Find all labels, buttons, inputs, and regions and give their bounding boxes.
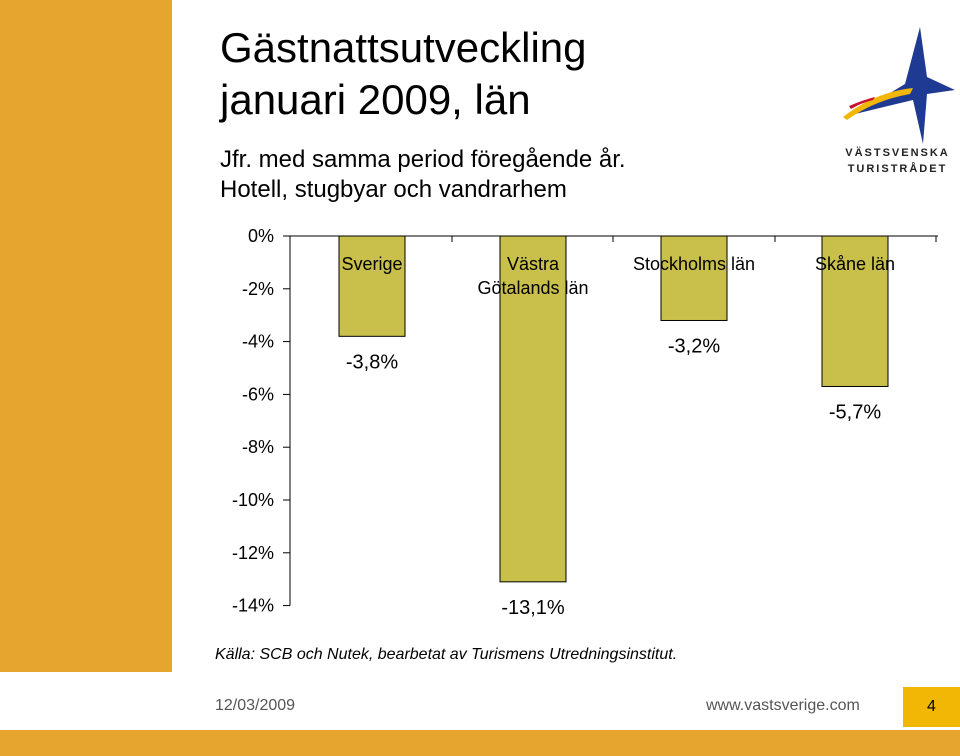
bar: [821, 235, 889, 387]
data-label: -3,2%: [668, 335, 720, 357]
data-label: -3,8%: [346, 351, 398, 373]
category-label: Götalands län: [477, 278, 588, 298]
y-tick-label: -6%: [242, 384, 274, 404]
footer-url: www.vastsverige.com: [706, 697, 860, 714]
y-tick-label: -2%: [242, 279, 274, 299]
side-accent-bar: [0, 0, 172, 672]
logo-text-line-2: TURISTRÅDET: [847, 163, 948, 175]
subtitle-line-2: Hotell, stugbyar och vandrarhem: [220, 176, 567, 203]
y-tick-label: -4%: [242, 332, 274, 352]
subtitle-line-1: Jfr. med samma period föregående år.: [220, 146, 626, 173]
footer-date: 12/03/2009: [215, 697, 296, 714]
bar: [499, 235, 567, 583]
page-number: 4: [927, 698, 936, 715]
y-tick-label: -10%: [232, 490, 274, 510]
y-tick-label: -12%: [232, 543, 274, 563]
bar: [338, 235, 406, 337]
source-note: Källa: SCB och Nutek, bearbetat av Turis…: [215, 646, 678, 663]
y-tick-label: -8%: [242, 437, 274, 457]
bottom-accent-bar: [0, 730, 960, 756]
category-label: Stockholms län: [633, 254, 755, 274]
subtitle: Jfr. med samma period föregående år. Hot…: [220, 145, 626, 205]
category-label: Västra: [507, 254, 560, 274]
y-tick-label: -14%: [232, 596, 274, 616]
page-number-box: 4: [903, 687, 960, 727]
category-label: Sverige: [341, 254, 402, 274]
data-label: -5,7%: [829, 401, 881, 423]
bar: [660, 235, 728, 321]
title-line-1: Gästnattsutveckling: [220, 24, 587, 71]
bar-chart: 0% -2% -4% -6% -8% -10% -12% -14% Sverige Västra G…: [232, 226, 938, 619]
logo-text-line-1: VÄSTSVENSKA: [845, 147, 950, 159]
vastsvenska-turistradet-logo: VÄSTSVENSKA TURISTRÅDET: [835, 22, 960, 182]
page-title: Gästnattsutveckling januari 2009, län: [220, 22, 587, 126]
title-line-2: januari 2009, län: [220, 76, 531, 123]
category-label: Skåne län: [815, 254, 895, 274]
y-tick-label: 0%: [248, 226, 274, 246]
star-logo-icon: [843, 27, 955, 144]
data-label: -13,1%: [501, 597, 565, 619]
